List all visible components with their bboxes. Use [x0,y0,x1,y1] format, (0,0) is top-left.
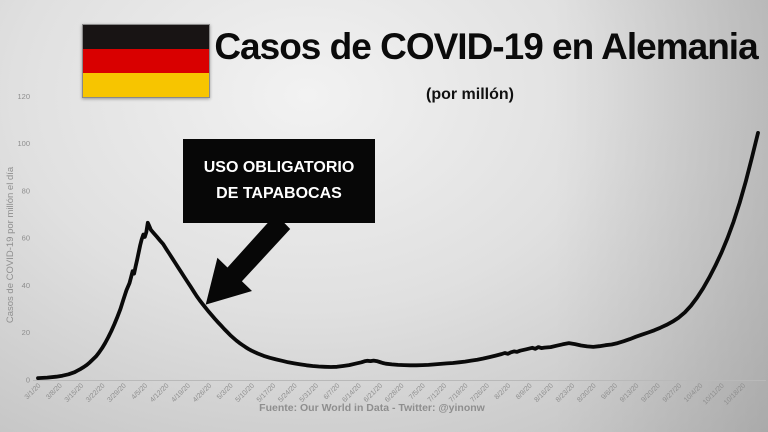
y-tick-label: 40 [22,281,30,290]
x-tick-label: 5/31/20 [299,382,321,404]
y-tick-label: 120 [17,92,30,101]
flag-stripe-red [83,49,209,73]
x-tick-label: 5/3/20 [216,382,235,401]
x-tick-label: 7/5/20 [408,382,427,401]
x-tick-label: 6/28/20 [384,382,406,404]
x-tick-label: 3/15/20 [64,382,86,404]
x-tick-label: 8/2/20 [494,382,513,401]
x-tick-label: 6/21/20 [363,382,385,404]
german-flag [82,24,210,98]
x-tick-label: 3/29/20 [106,382,128,404]
x-tick-label: 6/7/20 [323,382,342,401]
annotation-arrow [205,214,291,305]
x-tick-label: 8/30/20 [576,382,598,404]
flag-stripe-black [83,25,209,49]
x-tick-label: 5/24/20 [277,382,299,404]
x-tick-label: 3/1/20 [24,382,43,401]
x-tick-label: 9/6/20 [600,382,619,401]
page-title: Casos de COVID-19 en Alemania [214,26,758,67]
x-tick-label: 7/26/20 [469,382,491,404]
x-tick-label: 4/19/20 [170,382,192,404]
source-credit: Fuente: Our World in Data - Twitter: @yi… [259,402,485,414]
y-tick-label: 100 [17,139,30,148]
x-tick-label: 5/10/20 [235,382,257,404]
flag-stripe-gold [83,73,209,97]
x-tick-label: 7/12/20 [427,382,449,404]
y-axis-title: Casos de COVID-19 por millón el día [5,166,16,323]
y-tick-label: 20 [22,328,30,337]
y-axis-tick-labels: 0 20 40 60 80 100 120 [17,92,30,385]
x-tick-label: 8/9/20 [515,382,534,401]
annotation-box: USO OBLIGATORIO DE TAPABOCAS [183,139,375,223]
x-tick-label: 4/5/20 [130,382,149,401]
cases-line-series [36,131,760,380]
annotation-line1: USO OBLIGATORIO [203,159,355,176]
x-tick-label: 7/19/20 [448,382,470,404]
x-tick-label: 9/27/20 [662,382,684,404]
x-tick-label: 8/23/20 [555,382,577,404]
x-tick-label: 4/26/20 [192,382,214,404]
x-tick-label: 8/16/20 [534,382,556,404]
x-tick-label: 9/13/20 [619,382,641,404]
x-tick-label: 3/8/20 [45,382,64,401]
x-tick-label: 3/22/20 [85,382,107,404]
x-tick-label: 9/20/20 [640,382,662,404]
chart-subtitle: (por millón) [426,86,514,103]
y-tick-label: 0 [26,376,30,385]
y-tick-label: 60 [22,234,30,243]
x-tick-label: 6/14/20 [341,382,363,404]
x-tick-label: 5/17/20 [256,382,278,404]
x-tick-label: 4/12/20 [149,382,171,404]
annotation-line2: DE TAPABOCAS [216,185,342,202]
y-tick-label: 80 [22,186,30,195]
